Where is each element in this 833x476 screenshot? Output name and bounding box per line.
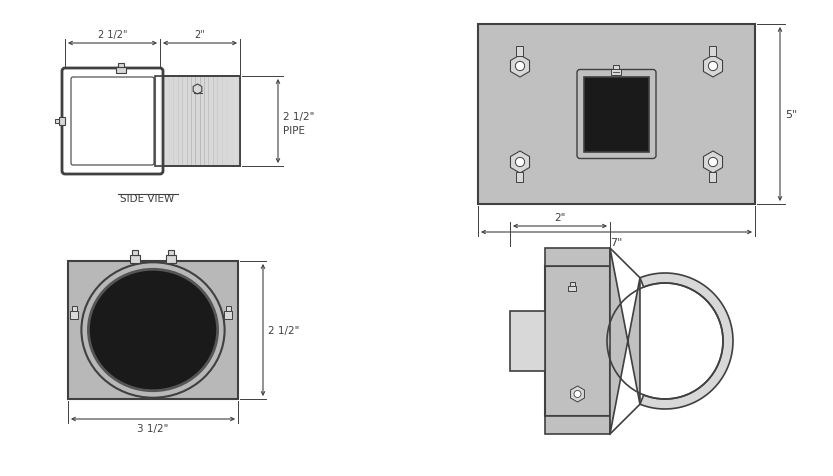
Text: 5": 5"	[785, 110, 797, 120]
Bar	[68, 261, 238, 399]
FancyBboxPatch shape	[62, 69, 163, 175]
Bar	[166, 256, 176, 263]
Circle shape	[708, 62, 717, 71]
Bar	[516, 47, 523, 57]
Text: SIDE VIEW: SIDE VIEW	[121, 194, 175, 204]
Bar	[545, 416, 610, 434]
Bar	[584, 77, 649, 152]
Circle shape	[516, 62, 525, 71]
Bar	[224, 311, 232, 319]
Circle shape	[609, 286, 721, 397]
Bar	[155, 77, 240, 167]
Bar	[571, 282, 576, 287]
Bar	[478, 25, 755, 205]
Bar	[117, 64, 123, 68]
Circle shape	[574, 391, 581, 397]
Bar	[613, 65, 620, 69]
Text: 2 1/2": 2 1/2"	[97, 30, 127, 40]
Text: 2": 2"	[554, 213, 566, 223]
Polygon shape	[610, 248, 640, 434]
Bar	[59, 118, 65, 126]
Bar	[130, 256, 140, 263]
Bar	[55, 120, 59, 124]
Bar	[72, 307, 77, 311]
Text: 3 1/2": 3 1/2"	[137, 423, 169, 433]
Bar	[155, 77, 240, 167]
Bar	[70, 311, 78, 319]
FancyBboxPatch shape	[71, 78, 154, 166]
Text: 2 1/2": 2 1/2"	[268, 325, 299, 335]
Circle shape	[516, 158, 525, 167]
Bar	[116, 68, 126, 74]
Bar	[226, 307, 231, 311]
Text: 7": 7"	[611, 238, 623, 248]
Bar	[545, 248, 610, 267]
Bar	[611, 69, 621, 75]
Bar	[710, 47, 716, 57]
Bar	[710, 173, 716, 183]
Bar	[168, 250, 174, 256]
Text: 2 1/2": 2 1/2"	[283, 112, 314, 122]
Bar	[510, 311, 545, 371]
Bar	[132, 250, 138, 256]
Bar	[545, 267, 610, 416]
Polygon shape	[640, 273, 733, 409]
Bar	[516, 173, 523, 183]
Text: 2": 2"	[195, 30, 206, 40]
Ellipse shape	[88, 270, 217, 391]
Text: PIPE: PIPE	[283, 126, 305, 136]
Bar	[568, 287, 576, 291]
Circle shape	[708, 158, 717, 167]
